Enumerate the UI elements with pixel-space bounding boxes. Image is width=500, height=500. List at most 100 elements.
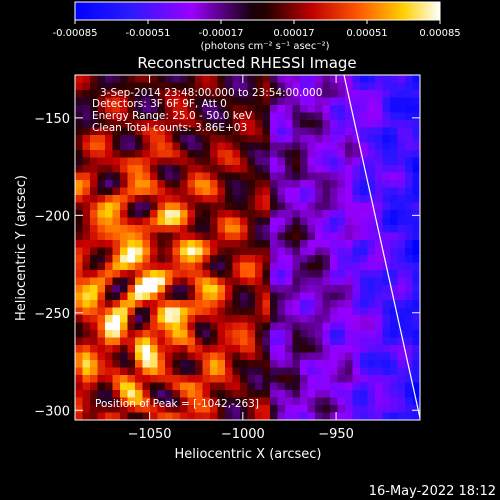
heatmap-cell bbox=[142, 157, 151, 166]
heatmap-cell bbox=[390, 75, 399, 84]
heatmap-cell bbox=[105, 360, 114, 369]
heatmap-cell bbox=[105, 165, 114, 174]
heatmap-cell bbox=[345, 247, 354, 256]
heatmap-cell bbox=[300, 157, 309, 166]
heatmap-cell bbox=[367, 390, 376, 399]
heatmap-cell bbox=[285, 97, 294, 106]
heatmap-cell bbox=[382, 397, 391, 406]
heatmap-cell bbox=[202, 300, 211, 309]
heatmap-cell bbox=[292, 112, 301, 121]
heatmap-cell bbox=[90, 390, 99, 399]
heatmap-cell bbox=[405, 240, 414, 249]
heatmap-cell bbox=[352, 172, 361, 181]
heatmap-cell bbox=[105, 352, 114, 361]
heatmap-cell bbox=[390, 165, 399, 174]
heatmap-cell bbox=[165, 262, 174, 271]
heatmap-cell bbox=[360, 195, 369, 204]
heatmap-cell bbox=[120, 412, 129, 420]
heatmap-cell bbox=[135, 150, 144, 159]
heatmap-cell bbox=[240, 217, 249, 226]
heatmap-cell bbox=[270, 345, 279, 354]
heatmap-cell bbox=[270, 202, 279, 211]
heatmap-cell bbox=[277, 97, 286, 106]
heatmap-cell bbox=[97, 187, 106, 196]
heatmap-cell bbox=[292, 300, 301, 309]
heatmap-cell bbox=[82, 217, 91, 226]
heatmap-cell bbox=[97, 382, 106, 391]
heatmap-cell bbox=[262, 352, 271, 361]
heatmap-cell bbox=[382, 142, 391, 151]
heatmap-cell bbox=[240, 232, 249, 241]
heatmap-cell bbox=[105, 202, 114, 211]
heatmap-cell bbox=[382, 330, 391, 339]
heatmap-cell bbox=[367, 360, 376, 369]
heatmap-cell bbox=[240, 315, 249, 324]
heatmap-cell bbox=[97, 315, 106, 324]
heatmap-cell bbox=[127, 337, 136, 346]
heatmap-cell bbox=[225, 202, 234, 211]
heatmap-cell bbox=[247, 112, 256, 121]
heatmap-cell bbox=[225, 405, 234, 414]
heatmap-cell bbox=[225, 330, 234, 339]
heatmap-cell bbox=[345, 390, 354, 399]
heatmap-cell bbox=[240, 405, 249, 414]
heatmap-cell bbox=[277, 255, 286, 264]
heatmap-cell bbox=[157, 75, 166, 84]
heatmap-image bbox=[75, 75, 420, 420]
heatmap-cell bbox=[172, 405, 181, 414]
heatmap-cell bbox=[112, 315, 121, 324]
heatmap-cell bbox=[195, 180, 204, 189]
heatmap-cell bbox=[180, 75, 189, 84]
heatmap-cell bbox=[157, 225, 166, 234]
heatmap-cell bbox=[195, 225, 204, 234]
heatmap-cell bbox=[367, 135, 376, 144]
heatmap-cell bbox=[142, 187, 151, 196]
heatmap-cell bbox=[187, 195, 196, 204]
heatmap-cell bbox=[390, 187, 399, 196]
heatmap-cell bbox=[315, 262, 324, 271]
heatmap-cell bbox=[270, 82, 279, 91]
heatmap-cell bbox=[172, 97, 181, 106]
heatmap-cell bbox=[307, 210, 316, 219]
heatmap-cell bbox=[135, 330, 144, 339]
heatmap-cell bbox=[217, 240, 226, 249]
heatmap-cell bbox=[82, 240, 91, 249]
heatmap-cell bbox=[217, 367, 226, 376]
heatmap-cell bbox=[382, 105, 391, 114]
heatmap-cell bbox=[187, 300, 196, 309]
heatmap-cell bbox=[217, 285, 226, 294]
heatmap-cell bbox=[255, 300, 264, 309]
heatmap-cell bbox=[165, 375, 174, 384]
heatmap-cell bbox=[135, 390, 144, 399]
heatmap-cell bbox=[375, 367, 384, 376]
heatmap-cell bbox=[277, 165, 286, 174]
heatmap-cell bbox=[97, 270, 106, 279]
heatmap-cell bbox=[315, 120, 324, 129]
heatmap-cell bbox=[82, 315, 91, 324]
heatmap-cell bbox=[367, 262, 376, 271]
heatmap-cell bbox=[307, 405, 316, 414]
heatmap-cell bbox=[82, 232, 91, 241]
heatmap-cell bbox=[405, 255, 414, 264]
heatmap-cell bbox=[157, 390, 166, 399]
heatmap-cell bbox=[135, 405, 144, 414]
heatmap-cell bbox=[82, 382, 91, 391]
heatmap-cell bbox=[112, 142, 121, 151]
heatmap-cell bbox=[97, 277, 106, 286]
heatmap-cell bbox=[82, 187, 91, 196]
heatmap-cell bbox=[195, 165, 204, 174]
heatmap-cell bbox=[270, 307, 279, 316]
heatmap-cell bbox=[330, 277, 339, 286]
heatmap-cell bbox=[195, 337, 204, 346]
heatmap-cell bbox=[330, 247, 339, 256]
heatmap-cell bbox=[285, 82, 294, 91]
heatmap-cell bbox=[337, 210, 346, 219]
heatmap-cell bbox=[277, 90, 286, 99]
heatmap-cell bbox=[360, 390, 369, 399]
heatmap-cell bbox=[105, 382, 114, 391]
heatmap-cell bbox=[405, 270, 414, 279]
heatmap-cell bbox=[375, 157, 384, 166]
heatmap-cell bbox=[352, 285, 361, 294]
heatmap-cell bbox=[345, 367, 354, 376]
heatmap-cell bbox=[97, 255, 106, 264]
